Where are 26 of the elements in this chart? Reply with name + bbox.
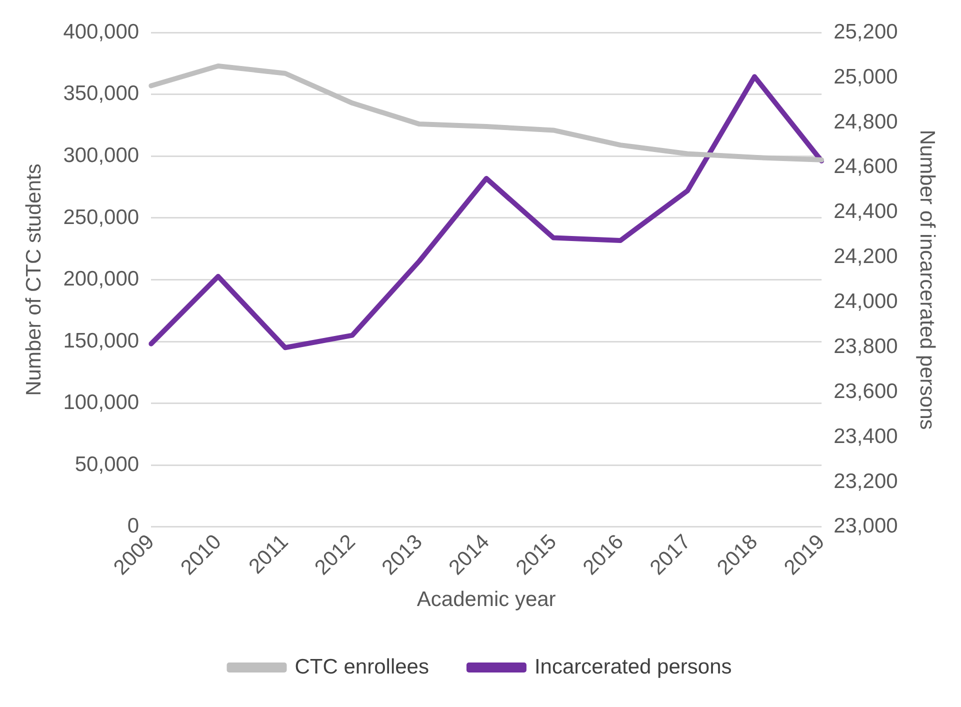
y-tick-label: 250,000 — [63, 206, 140, 229]
y-tick-label: 0 — [127, 514, 140, 538]
y-tick-label: 350,000 — [63, 82, 140, 106]
y2-tick-label: 25,200 — [834, 20, 898, 44]
y2-tick-label: 23,200 — [834, 470, 898, 493]
y2-tick-label: 23,600 — [834, 380, 898, 403]
y-tick-label: 50,000 — [74, 452, 140, 476]
legend-label: Incarcerated persons — [534, 655, 732, 678]
y-axis-title: Number of CTC students — [22, 164, 46, 396]
y2-tick-label: 24,400 — [834, 200, 898, 224]
y2-tick-label: 25,000 — [834, 65, 898, 88]
y2-axis-title: Number of incarcerated persons — [916, 130, 939, 430]
y-tick-label: 200,000 — [63, 268, 140, 291]
y2-tick-label: 24,200 — [834, 245, 898, 268]
y2-tick-label: 24,800 — [834, 110, 898, 134]
y-tick-label: 100,000 — [63, 391, 140, 414]
y2-tick-label: 24,000 — [834, 290, 898, 314]
y2-tick-label: 23,400 — [834, 424, 898, 448]
y-tick-label: 400,000 — [63, 20, 140, 44]
x-axis-title: Academic year — [416, 588, 556, 612]
y-tick-label: 150,000 — [63, 329, 140, 352]
y2-tick-label: 23,000 — [834, 514, 898, 538]
y-tick-label: 300,000 — [63, 144, 140, 167]
y2-tick-label: 24,600 — [834, 155, 898, 178]
legend-label: CTC enrollees — [294, 655, 429, 678]
y2-tick-label: 23,800 — [834, 334, 898, 358]
